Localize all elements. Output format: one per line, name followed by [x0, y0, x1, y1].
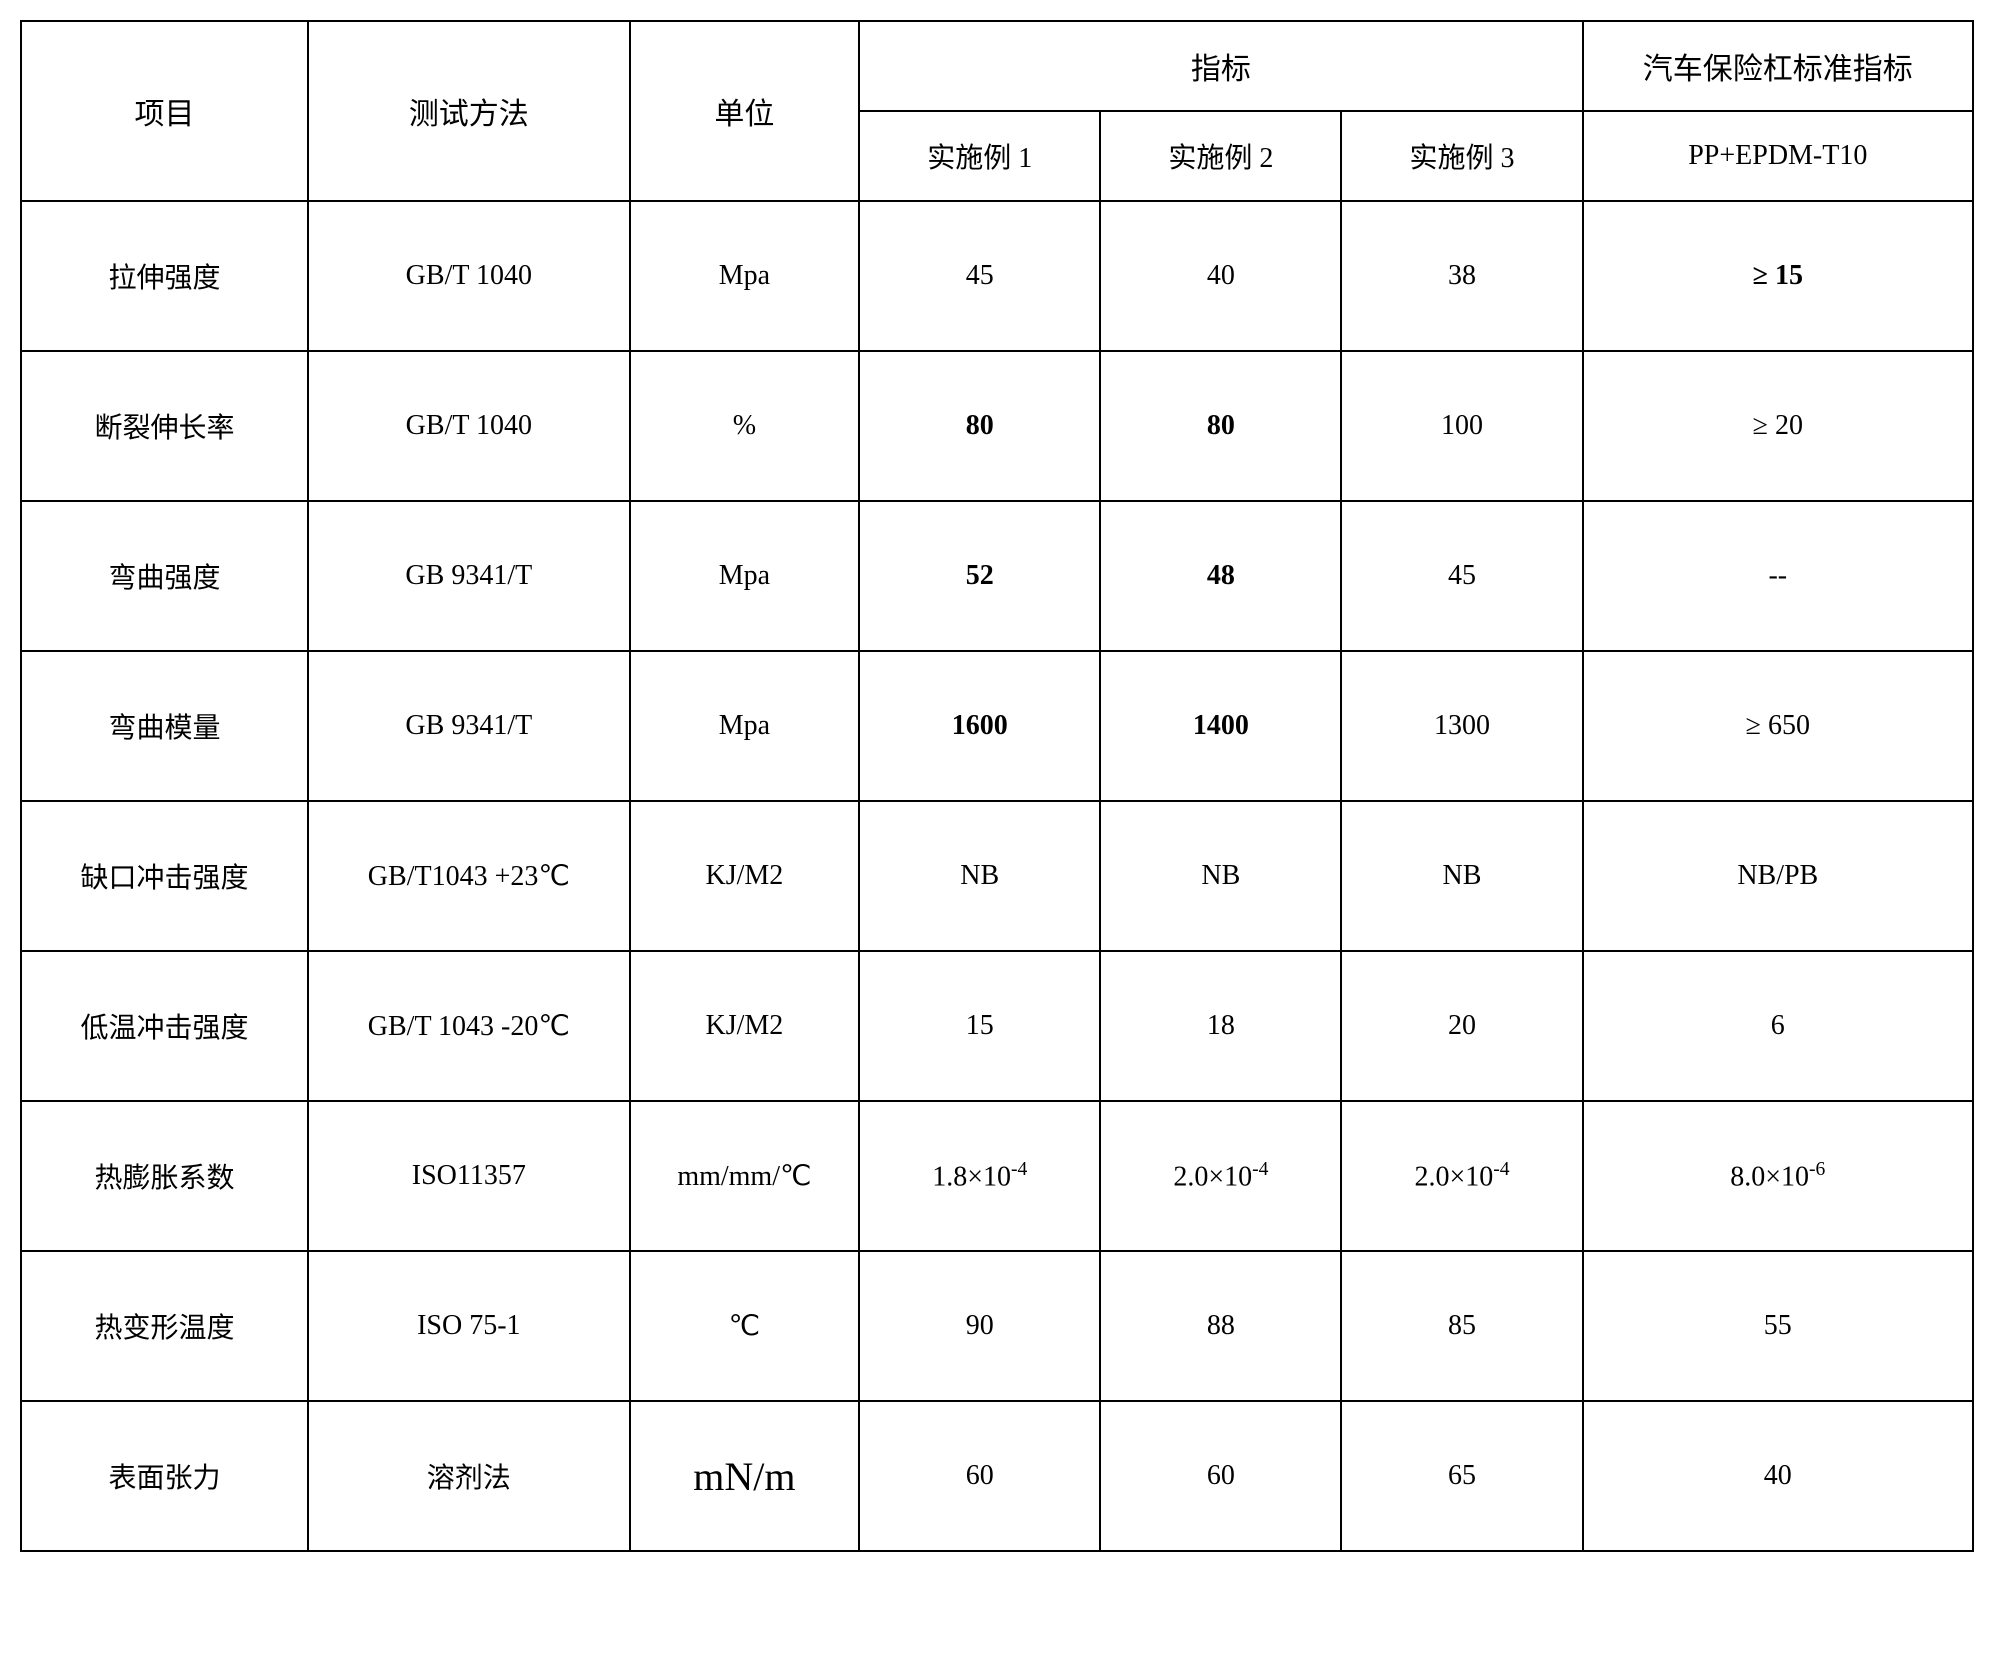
table-row: 表面张力溶剂法mN/m60606540 [21, 1401, 1973, 1551]
col-header-method: 测试方法 [308, 21, 630, 201]
subheader-pp-epdm: PP+EPDM-T10 [1583, 111, 1973, 201]
table-row: 缺口冲击强度GB/T1043 +23℃KJ/M2NBNBNBNB/PB [21, 801, 1973, 951]
cell-method: GB/T 1040 [308, 201, 630, 351]
table-row: 热变形温度ISO 75-1℃90888555 [21, 1251, 1973, 1401]
cell-project: 热变形温度 [21, 1251, 308, 1401]
cell-method: ISO 75-1 [308, 1251, 630, 1401]
cell-unit: % [630, 351, 860, 501]
cell-project: 弯曲模量 [21, 651, 308, 801]
cell-project: 低温冲击强度 [21, 951, 308, 1101]
col-header-unit: 单位 [630, 21, 860, 201]
table-body: 拉伸强度GB/T 1040Mpa454038≥ 15断裂伸长率GB/T 1040… [21, 201, 1973, 1551]
cell-ex3: 38 [1341, 201, 1582, 351]
table-row: 弯曲模量GB 9341/TMpa160014001300≥ 650 [21, 651, 1973, 801]
col-header-project: 项目 [21, 21, 308, 201]
cell-unit: ℃ [630, 1251, 860, 1401]
cell-method: 溶剂法 [308, 1401, 630, 1551]
table-row: 弯曲强度GB 9341/TMpa524845-- [21, 501, 1973, 651]
cell-ex1: NB [859, 801, 1100, 951]
cell-project: 断裂伸长率 [21, 351, 308, 501]
cell-ex1: 80 [859, 351, 1100, 501]
cell-ex3: 100 [1341, 351, 1582, 501]
cell-ex1: 15 [859, 951, 1100, 1101]
cell-ex2: 18 [1100, 951, 1341, 1101]
cell-method: GB/T 1043 -20℃ [308, 951, 630, 1101]
cell-ex2: 1400 [1100, 651, 1341, 801]
cell-ex2: 2.0×10-4 [1100, 1101, 1341, 1251]
cell-ex3: 45 [1341, 501, 1582, 651]
material-properties-table: 项目 测试方法 单位 指标 汽车保险杠标准指标 实施例 1 实施例 2 实施例 … [20, 20, 1974, 1552]
cell-std: 40 [1583, 1401, 1973, 1551]
cell-std: ≥ 20 [1583, 351, 1973, 501]
cell-project: 表面张力 [21, 1401, 308, 1551]
table-row: 低温冲击强度GB/T 1043 -20℃KJ/M21518206 [21, 951, 1973, 1101]
cell-ex3: 1300 [1341, 651, 1582, 801]
cell-ex1: 45 [859, 201, 1100, 351]
subheader-example-3: 实施例 3 [1341, 111, 1582, 201]
subheader-example-2: 实施例 2 [1100, 111, 1341, 201]
cell-ex2: 80 [1100, 351, 1341, 501]
cell-std: NB/PB [1583, 801, 1973, 951]
table-row: 热膨胀系数ISO11357mm/mm/℃1.8×10-42.0×10-42.0×… [21, 1101, 1973, 1251]
cell-ex3: 85 [1341, 1251, 1582, 1401]
cell-std: ≥ 650 [1583, 651, 1973, 801]
cell-ex2: 40 [1100, 201, 1341, 351]
subheader-example-1: 实施例 1 [859, 111, 1100, 201]
cell-unit: Mpa [630, 501, 860, 651]
cell-method: GB 9341/T [308, 501, 630, 651]
table-row: 断裂伸长率GB/T 1040%8080100≥ 20 [21, 351, 1973, 501]
col-header-indicator: 指标 [859, 21, 1582, 111]
col-header-bumper-standard: 汽车保险杠标准指标 [1583, 21, 1973, 111]
cell-unit: mm/mm/℃ [630, 1101, 860, 1251]
table: 项目 测试方法 单位 指标 汽车保险杠标准指标 实施例 1 实施例 2 实施例 … [20, 20, 1974, 1552]
cell-unit: KJ/M2 [630, 951, 860, 1101]
cell-std: ≥ 15 [1583, 201, 1973, 351]
cell-project: 弯曲强度 [21, 501, 308, 651]
cell-std: 55 [1583, 1251, 1973, 1401]
cell-ex1: 1600 [859, 651, 1100, 801]
cell-ex1: 60 [859, 1401, 1100, 1551]
cell-ex1: 52 [859, 501, 1100, 651]
cell-unit: Mpa [630, 651, 860, 801]
cell-ex2: 48 [1100, 501, 1341, 651]
cell-ex2: 60 [1100, 1401, 1341, 1551]
cell-method: GB/T1043 +23℃ [308, 801, 630, 951]
header-row-1: 项目 测试方法 单位 指标 汽车保险杠标准指标 [21, 21, 1973, 111]
cell-unit: Mpa [630, 201, 860, 351]
cell-project: 拉伸强度 [21, 201, 308, 351]
cell-unit: mN/m [630, 1401, 860, 1551]
cell-ex2: NB [1100, 801, 1341, 951]
cell-ex3: 65 [1341, 1401, 1582, 1551]
cell-std: 8.0×10-6 [1583, 1101, 1973, 1251]
cell-std: 6 [1583, 951, 1973, 1101]
cell-project: 热膨胀系数 [21, 1101, 308, 1251]
cell-project: 缺口冲击强度 [21, 801, 308, 951]
cell-ex3: 2.0×10-4 [1341, 1101, 1582, 1251]
cell-ex1: 90 [859, 1251, 1100, 1401]
cell-ex3: 20 [1341, 951, 1582, 1101]
cell-method: ISO11357 [308, 1101, 630, 1251]
cell-std: -- [1583, 501, 1973, 651]
cell-method: GB/T 1040 [308, 351, 630, 501]
cell-ex1: 1.8×10-4 [859, 1101, 1100, 1251]
cell-unit: KJ/M2 [630, 801, 860, 951]
cell-ex2: 88 [1100, 1251, 1341, 1401]
cell-method: GB 9341/T [308, 651, 630, 801]
table-row: 拉伸强度GB/T 1040Mpa454038≥ 15 [21, 201, 1973, 351]
cell-ex3: NB [1341, 801, 1582, 951]
